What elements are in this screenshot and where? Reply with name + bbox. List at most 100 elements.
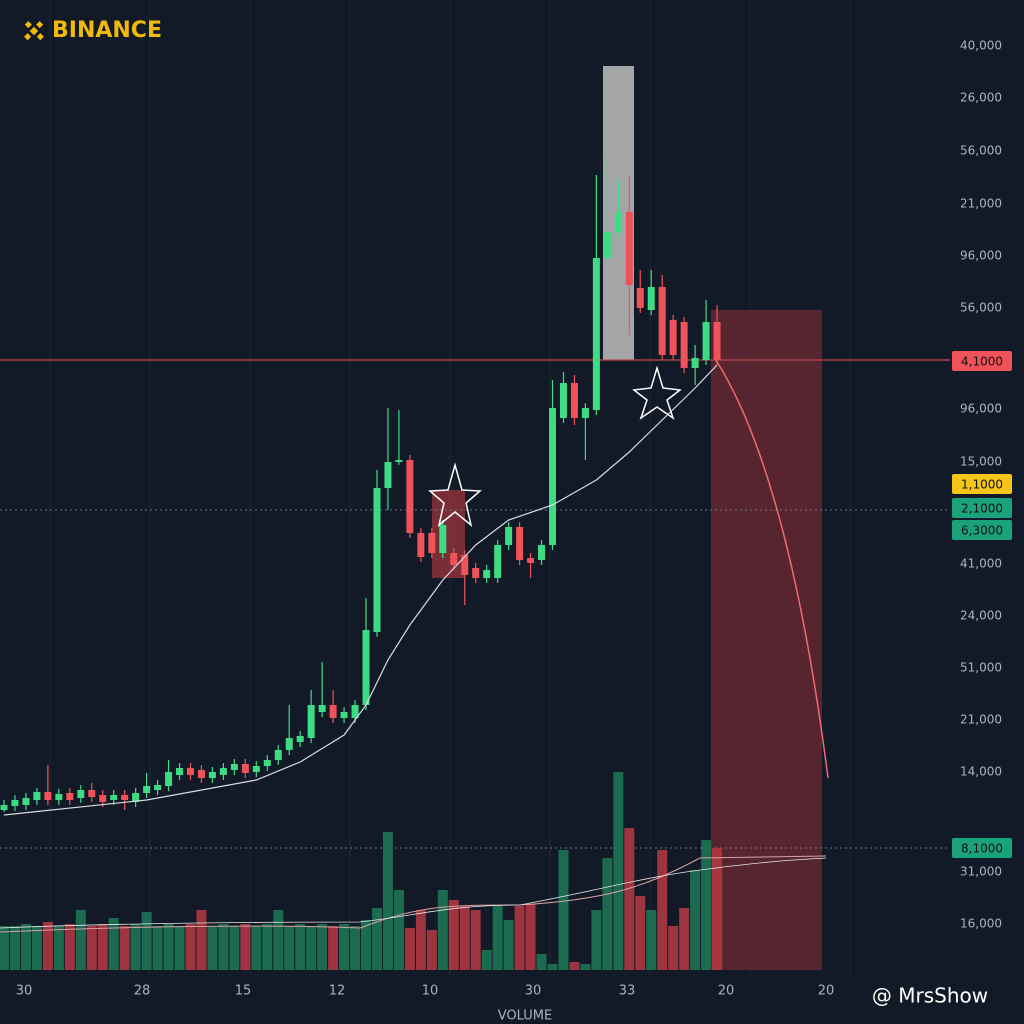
candle-body xyxy=(296,736,304,742)
candle-body xyxy=(44,792,52,800)
moving-average xyxy=(3,364,718,816)
volume-bar xyxy=(514,906,525,970)
candle-body xyxy=(66,793,74,800)
candle-body xyxy=(702,322,710,360)
price-label: 56,000 xyxy=(960,144,1002,158)
price-label: 96,000 xyxy=(960,402,1002,416)
volume-bar xyxy=(437,890,448,970)
volume-bar xyxy=(382,832,393,970)
candle-body xyxy=(307,705,315,738)
volume-bar xyxy=(295,924,306,970)
candle-body xyxy=(559,383,567,418)
price-badge xyxy=(952,838,1012,858)
price-badge-label: 4,1000 xyxy=(961,355,1003,369)
candle-body xyxy=(373,488,381,632)
volume-bar xyxy=(64,924,75,970)
candle-body xyxy=(636,288,644,308)
volume-bar xyxy=(284,926,295,970)
candle-body xyxy=(581,408,589,418)
volume-bar xyxy=(317,924,328,970)
volume-bar xyxy=(152,926,163,970)
volume-bar xyxy=(613,772,624,970)
candle-body xyxy=(230,764,238,770)
price-label: 15,000 xyxy=(960,455,1002,469)
volume-ma xyxy=(0,855,827,933)
projection-zone xyxy=(711,310,822,970)
price-badge-label: 8,1000 xyxy=(961,842,1003,856)
volume-bar xyxy=(547,964,558,970)
volume-bar xyxy=(130,924,141,970)
candle-body xyxy=(110,795,118,800)
x-tick-label: 20 xyxy=(818,984,835,999)
candle-body xyxy=(406,460,414,533)
volume-bar xyxy=(251,926,262,970)
x-tick-label: 33 xyxy=(619,984,636,999)
candle-body xyxy=(516,527,524,560)
candle-body xyxy=(450,553,458,565)
candle-body xyxy=(132,793,140,802)
price-label: 31,000 xyxy=(960,865,1002,879)
volume-bar xyxy=(646,910,657,970)
candle-body xyxy=(494,545,502,578)
volume-bar xyxy=(459,906,470,970)
candle-body xyxy=(428,533,436,553)
volume-bar xyxy=(558,850,569,970)
volume-bar xyxy=(218,924,229,970)
x-tick-label: 30 xyxy=(525,984,542,999)
volume-bar xyxy=(185,924,196,970)
candle-body xyxy=(22,798,30,805)
volume-bar xyxy=(690,870,701,970)
price-badge-label: 1,1000 xyxy=(961,478,1003,492)
candle-body xyxy=(88,790,96,797)
candle-body xyxy=(340,712,348,718)
logo-text: BINANCE xyxy=(52,18,162,43)
volume-bar xyxy=(97,924,108,970)
volume-bar xyxy=(196,910,207,970)
candle-body xyxy=(549,408,556,545)
price-label: 26,000 xyxy=(960,91,1002,105)
volume-bar xyxy=(591,910,602,970)
candle-body xyxy=(538,545,546,560)
volume-bar xyxy=(229,926,240,970)
candle-body xyxy=(285,738,293,750)
candle-body xyxy=(384,462,392,488)
volume-bar xyxy=(481,950,492,970)
price-badge xyxy=(952,498,1012,518)
candle-body xyxy=(417,533,425,557)
volume-ma xyxy=(0,857,827,929)
candle-body xyxy=(121,795,129,800)
volume-bar xyxy=(262,924,273,970)
price-label: 40,000 xyxy=(960,39,1002,53)
price-label: 24,000 xyxy=(960,609,1002,623)
candle-body xyxy=(625,212,633,285)
volume-bar xyxy=(273,910,284,970)
x-tick-label: 10 xyxy=(422,984,439,999)
candle-body xyxy=(33,792,41,800)
candle-body xyxy=(197,770,205,778)
candle-body xyxy=(713,322,721,360)
volume-bar xyxy=(163,924,174,970)
volume-bar xyxy=(306,926,317,970)
candle-body xyxy=(318,705,326,712)
volume-bar xyxy=(470,910,481,970)
candle-body xyxy=(55,794,63,800)
volume-bar xyxy=(141,912,152,970)
price-label: 96,000 xyxy=(960,249,1002,263)
candle-body xyxy=(691,358,699,368)
volume-bar xyxy=(426,930,437,970)
price-label: 21,000 xyxy=(960,713,1002,727)
candle-body xyxy=(614,212,622,232)
volume-bar xyxy=(492,906,503,970)
projection-curve xyxy=(715,359,829,779)
candle-body xyxy=(603,232,611,258)
volume-bar xyxy=(657,850,668,970)
candles xyxy=(0,158,721,816)
volume-bar xyxy=(174,926,185,970)
volume-bar xyxy=(0,926,9,970)
candle-body xyxy=(263,760,271,766)
candle-body xyxy=(461,555,469,575)
volume-bar xyxy=(580,964,591,970)
volume-bar xyxy=(240,924,251,970)
candle-body xyxy=(680,322,688,368)
